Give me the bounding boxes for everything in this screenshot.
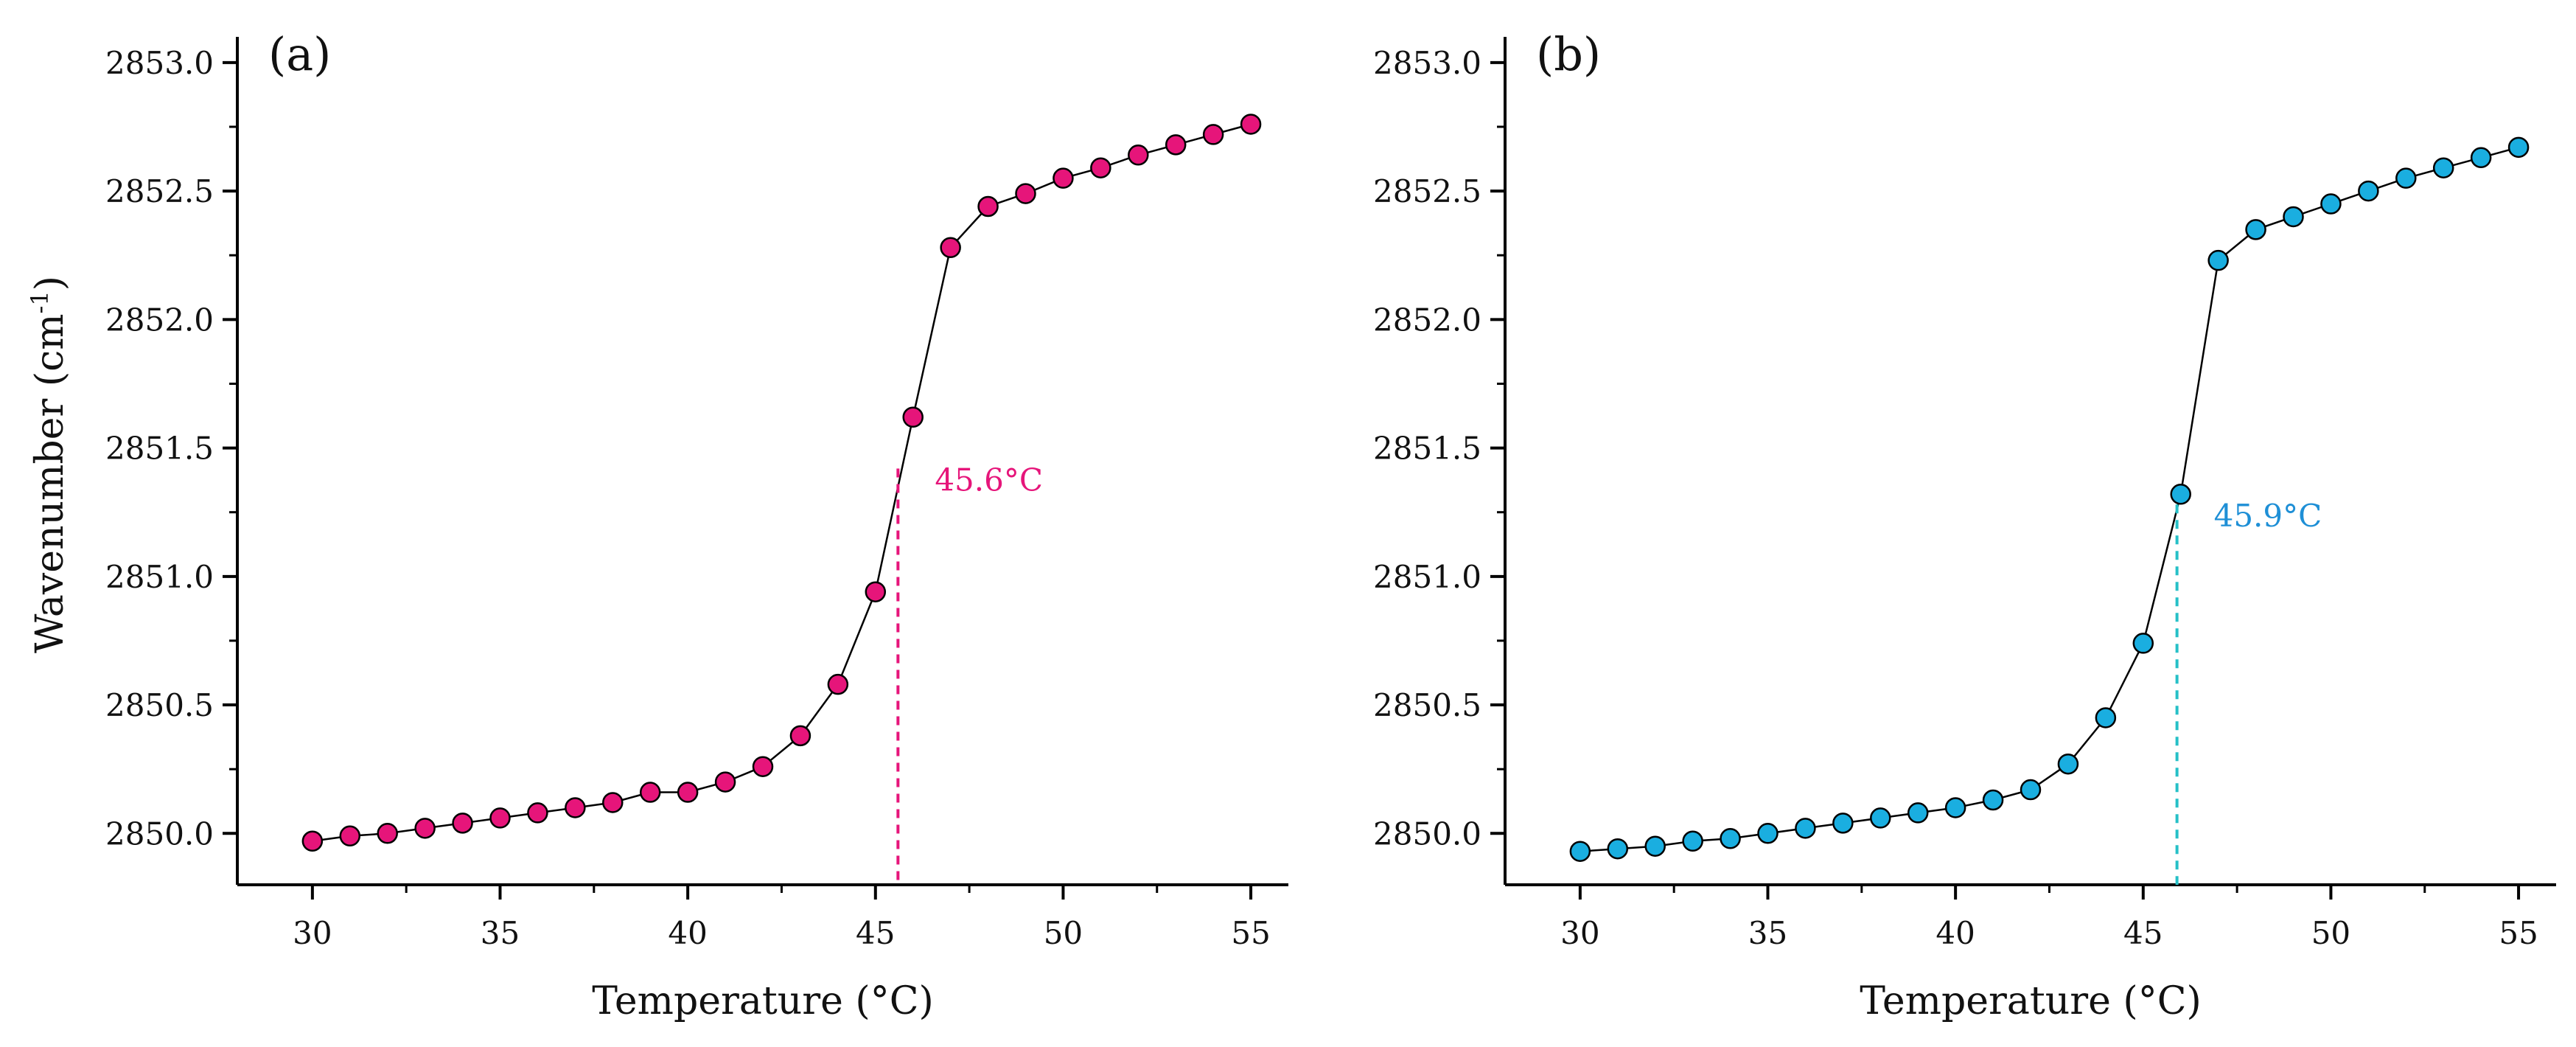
data-point bbox=[489, 807, 511, 829]
y-tick-label: 2852.5 bbox=[105, 173, 214, 209]
data-point bbox=[527, 802, 548, 824]
y-tick-label: 2851.5 bbox=[105, 431, 214, 467]
data-point bbox=[452, 813, 473, 834]
x-tick-label: 45 bbox=[2123, 915, 2163, 951]
data-point bbox=[2245, 219, 2266, 240]
data-point bbox=[1757, 823, 1779, 844]
x-tick-label: 45 bbox=[856, 915, 895, 951]
panel-label: (a) bbox=[268, 27, 331, 81]
data-point bbox=[301, 830, 324, 852]
transition-label: 45.9°C bbox=[2214, 498, 2322, 534]
data-point bbox=[2170, 484, 2191, 505]
data-point bbox=[2207, 249, 2229, 271]
x-tick-label: 35 bbox=[1748, 915, 1787, 951]
chart-panel-b: 30 35 40 45 50 55 2850.0 2850.5 2851.0 2851.5 2852… bbox=[1373, 27, 2556, 1023]
data-point bbox=[1907, 802, 1929, 824]
x-tick-label: 55 bbox=[2499, 915, 2538, 951]
data-point bbox=[1982, 789, 2004, 811]
data-point bbox=[565, 797, 586, 818]
data-point bbox=[2507, 136, 2530, 159]
data-point bbox=[1015, 183, 1036, 204]
x-tick-label: 40 bbox=[668, 915, 707, 951]
data-point bbox=[2432, 157, 2454, 178]
data-point bbox=[377, 823, 398, 844]
y-tick-label: 2850.5 bbox=[105, 687, 214, 723]
data-point bbox=[714, 771, 736, 793]
y-tick-label: 2852.0 bbox=[105, 302, 214, 338]
data-point bbox=[1569, 841, 1591, 862]
data-point bbox=[940, 237, 961, 259]
y-axis-label-superscript: -1 bbox=[26, 291, 54, 313]
chart-panel-a: 30 35 40 45 50 55 2850.0 2850.5 2851.0 2851.5 2852… bbox=[105, 27, 1288, 1023]
data-point bbox=[752, 756, 774, 777]
data-point bbox=[1240, 114, 1262, 135]
data-point bbox=[977, 195, 999, 218]
data-point bbox=[1644, 835, 1666, 857]
x-axis-label: Temperature (°C) bbox=[592, 979, 934, 1023]
y-tick-label: 2850.0 bbox=[1373, 815, 1481, 852]
data-point bbox=[414, 818, 436, 839]
data-point bbox=[1607, 838, 1629, 860]
data-point bbox=[2470, 147, 2492, 169]
y-tick-label: 2851.5 bbox=[1373, 431, 1481, 467]
data-point bbox=[2095, 707, 2117, 728]
y-tick-label: 2852.0 bbox=[1373, 302, 1481, 338]
data-point bbox=[1720, 828, 1741, 849]
data-point bbox=[2358, 180, 2379, 202]
data-point bbox=[2283, 206, 2304, 228]
x-tick-label: 50 bbox=[1044, 915, 1083, 951]
data-point bbox=[1165, 134, 1187, 156]
data-point bbox=[677, 782, 699, 803]
data-point bbox=[1795, 818, 1816, 839]
y-tick-label: 2851.0 bbox=[105, 559, 214, 595]
data-point bbox=[902, 406, 924, 428]
y-axis-label-close: ) bbox=[28, 276, 72, 291]
series-line bbox=[1580, 146, 2519, 852]
data-point bbox=[1832, 813, 1854, 834]
x-tick-label: 55 bbox=[1231, 915, 1270, 951]
data-point bbox=[602, 792, 624, 813]
y-tick-label: 2853.0 bbox=[1373, 45, 1481, 81]
data-point bbox=[789, 725, 811, 747]
y-tick-label: 2851.0 bbox=[1373, 559, 1481, 595]
data-point bbox=[639, 782, 661, 803]
x-tick-label: 35 bbox=[481, 915, 520, 951]
x-tick-label: 30 bbox=[293, 915, 332, 951]
x-tick-label: 50 bbox=[2311, 915, 2350, 951]
data-point bbox=[2395, 167, 2417, 189]
x-tick-label: 40 bbox=[1936, 915, 1975, 951]
y-tick-label: 2852.5 bbox=[1373, 173, 1481, 209]
data-point bbox=[865, 581, 887, 602]
data-point bbox=[2057, 753, 2079, 775]
y-tick-label: 2850.5 bbox=[1373, 687, 1481, 723]
panel-label: (b) bbox=[1536, 27, 1601, 81]
data-point bbox=[2132, 633, 2154, 654]
data-point bbox=[1870, 807, 1891, 829]
data-point bbox=[1682, 830, 1703, 852]
transition-label: 45.6°C bbox=[935, 462, 1043, 498]
data-point bbox=[1053, 167, 1074, 189]
data-point bbox=[1128, 145, 1149, 166]
data-point bbox=[1202, 124, 1224, 145]
y-axis-label: Wavenumber (cm-1) bbox=[26, 276, 72, 653]
data-point bbox=[2020, 779, 2042, 801]
data-point bbox=[1090, 157, 1111, 178]
data-point bbox=[1944, 797, 1966, 818]
series-line bbox=[312, 123, 1252, 843]
data-point bbox=[339, 825, 361, 847]
data-point bbox=[2320, 193, 2342, 215]
y-tick-label: 2853.0 bbox=[105, 45, 214, 81]
data-point bbox=[827, 673, 849, 695]
y-axis-label-main: Wavenumber (cm bbox=[28, 313, 72, 653]
x-tick-label: 30 bbox=[1560, 915, 1599, 951]
y-tick-label: 2850.0 bbox=[105, 815, 214, 852]
x-axis-label: Temperature (°C) bbox=[1860, 979, 2202, 1023]
